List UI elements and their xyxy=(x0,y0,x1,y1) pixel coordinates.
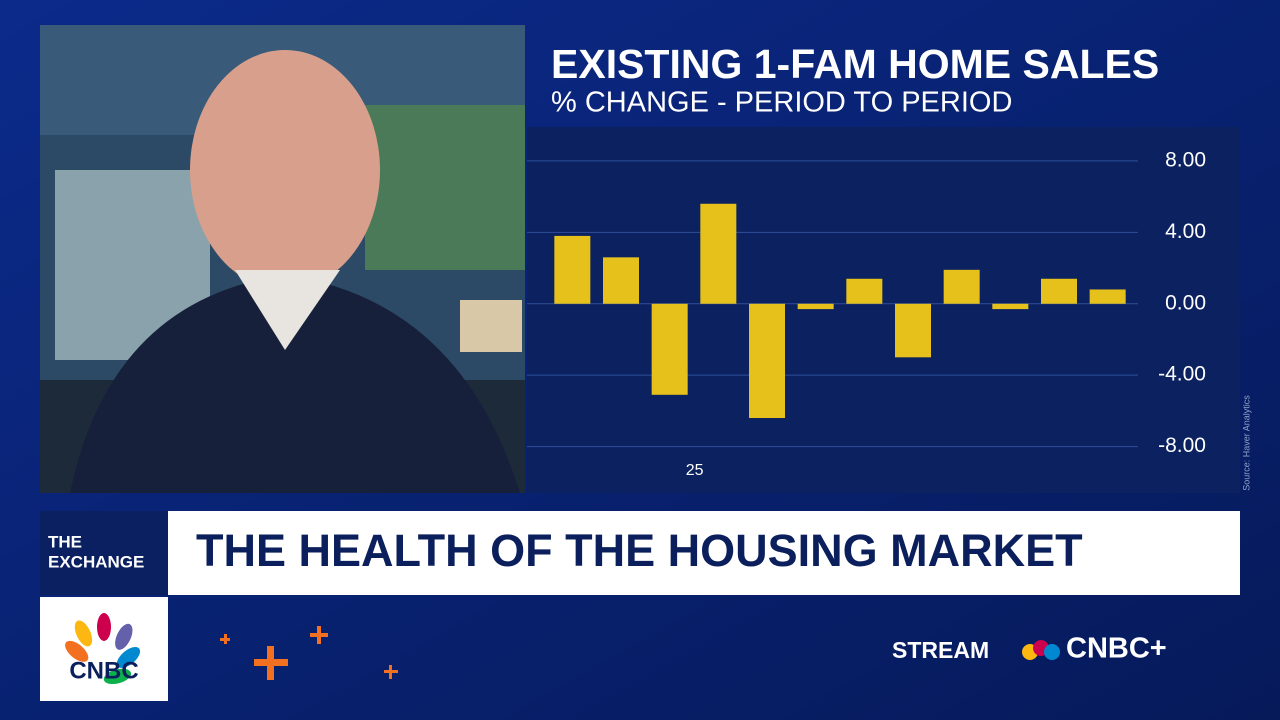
bar xyxy=(992,303,1029,310)
decor xyxy=(220,626,398,680)
bar xyxy=(943,269,980,304)
headline-box xyxy=(168,511,1240,595)
bar xyxy=(1041,278,1077,304)
bar xyxy=(1089,289,1126,304)
bar xyxy=(749,303,785,419)
bar xyxy=(603,257,639,304)
video-feed xyxy=(40,25,525,493)
bar xyxy=(895,303,931,358)
plot: 8.00 4.00 0.00 -4.00 -8.00 25 xyxy=(527,148,1206,479)
peacock-logo xyxy=(65,613,141,685)
small-peacock xyxy=(1022,640,1060,660)
bar xyxy=(651,303,688,395)
y-tick-label: 8.00 xyxy=(1165,148,1206,171)
show-name: EXCHANGE xyxy=(48,552,144,571)
show-box xyxy=(40,511,168,595)
logo-box xyxy=(40,597,168,701)
y-tick-label: -8.00 xyxy=(1158,434,1206,457)
bar xyxy=(554,235,591,304)
chart-panel xyxy=(527,127,1240,493)
chart-subtitle: % CHANGE - PERIOD TO PERIOD xyxy=(551,87,1012,119)
y-tick-label: 4.00 xyxy=(1165,220,1206,243)
headline: THE HEALTH OF THE HOUSING MARKET xyxy=(196,525,1083,576)
bar xyxy=(846,278,883,304)
stream-label: STREAM xyxy=(892,637,989,663)
source: Source: Haver Analytics xyxy=(1241,395,1251,491)
y-tick-label: 0.00 xyxy=(1165,291,1206,314)
show-name: THE xyxy=(48,532,82,551)
y-tick-label: -4.00 xyxy=(1158,363,1206,386)
bar xyxy=(700,203,737,304)
logo-text: CNBC xyxy=(69,657,138,684)
bar xyxy=(797,303,834,310)
stream-brand: CNBC+ xyxy=(1066,633,1167,665)
chart-title: EXISTING 1-FAM HOME SALES xyxy=(551,41,1159,87)
x-tick-label: 25 xyxy=(686,462,704,479)
